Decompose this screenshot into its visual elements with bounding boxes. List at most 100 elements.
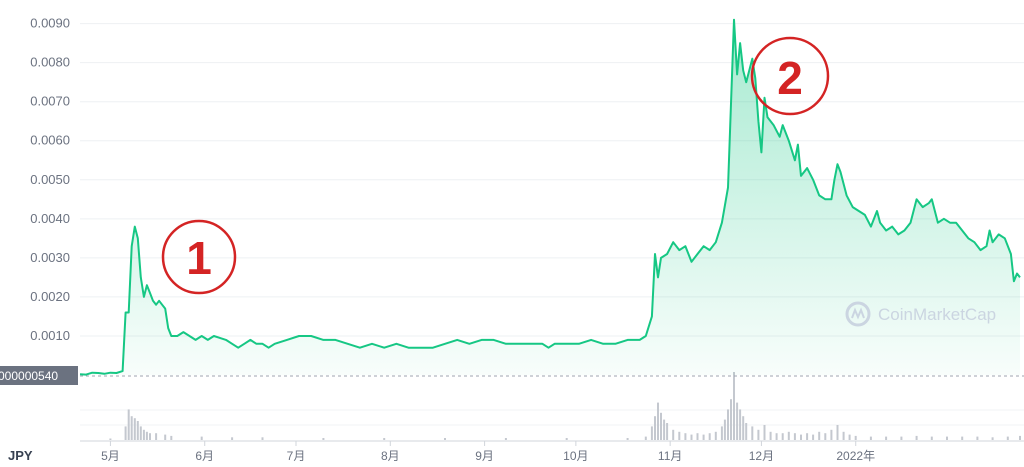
volume-bar <box>565 438 568 440</box>
volume-bar <box>155 433 158 440</box>
y-tick-label: 0.0060 <box>30 133 70 148</box>
volume-bar <box>130 416 133 440</box>
volume-bar <box>383 438 386 440</box>
price-line <box>79 18 1021 376</box>
volume-bar <box>714 431 717 440</box>
volume-bar <box>666 423 669 440</box>
volume-bar <box>1019 435 1021 440</box>
volume-bar <box>149 433 151 440</box>
current-price-badge: 000000540 <box>0 366 78 385</box>
volume-bar <box>757 429 760 440</box>
volume-bar <box>109 438 112 440</box>
volume-bar <box>769 431 772 440</box>
y-tick-label: 0.0070 <box>30 94 70 109</box>
gridlines <box>80 23 1024 337</box>
volume-bar <box>200 436 203 440</box>
volume-bar <box>124 426 127 440</box>
volume-bar <box>869 436 872 440</box>
annotation-2: 2 <box>750 36 830 116</box>
x-tick-label: 12月 <box>749 449 774 463</box>
volume-bar <box>696 433 699 440</box>
volume-bar <box>775 433 778 440</box>
volume-bar <box>127 409 130 440</box>
volume-bar <box>900 436 903 440</box>
volume-bar <box>720 426 723 440</box>
volume-bar <box>824 433 827 440</box>
y-tick-label: 0.0010 <box>30 328 70 343</box>
volume-bar <box>806 433 809 440</box>
volume-bar <box>830 429 833 440</box>
volume-bar <box>976 436 979 440</box>
volume-bar <box>730 399 732 440</box>
x-axis: 5月 6月 7月 8月 9月 10月 11月 12月 2022年 <box>80 440 1024 463</box>
volume-bar <box>136 421 139 440</box>
volume-bar <box>678 431 681 440</box>
x-tick-label: 6月 <box>195 449 214 463</box>
watermark: CoinMarketCap <box>845 301 996 327</box>
volume-bar <box>504 438 507 440</box>
volume-bar <box>836 425 839 440</box>
volume-bar <box>626 438 629 440</box>
volume-bar <box>164 434 167 440</box>
volume-bar <box>690 434 693 440</box>
volume-bar <box>654 416 656 440</box>
y-tick-label: 0.0020 <box>30 289 70 304</box>
volume-bar <box>142 429 145 440</box>
volume-bar <box>723 419 726 440</box>
x-tick-label: 7月 <box>287 449 306 463</box>
volume-bar <box>793 433 796 440</box>
volume-bar <box>885 436 888 440</box>
y-tick-label: 0.0030 <box>30 250 70 265</box>
volume-bar <box>751 426 754 440</box>
x-tick-label: 5月 <box>101 449 120 463</box>
currency-label: JPY <box>8 448 33 463</box>
annotation-1: 1 <box>161 219 237 295</box>
volume-bar <box>139 426 142 440</box>
x-tick-label: 2022年 <box>836 449 875 463</box>
volume-bar <box>322 438 325 440</box>
volume-bar <box>961 436 964 440</box>
volume-bar <box>739 409 742 440</box>
volume-bar <box>702 434 705 440</box>
volume-bar <box>684 433 687 440</box>
volume-bars <box>80 372 1024 440</box>
coinmarketcap-logo-icon <box>845 301 871 327</box>
y-tick-label: 0.0090 <box>30 16 70 31</box>
volume-bar <box>708 433 711 440</box>
volume-bar <box>1006 436 1009 440</box>
volume-bar <box>231 437 234 440</box>
volume-bar <box>145 431 148 440</box>
volume-bar <box>261 437 264 440</box>
volume-bar <box>444 438 446 440</box>
annotation-1-label: 1 <box>186 232 212 284</box>
volume-bar <box>650 426 653 440</box>
volume-bar <box>781 433 784 440</box>
volume-bar <box>763 425 766 440</box>
y-tick-label: 0.0080 <box>30 55 70 70</box>
volume-bar <box>644 436 647 440</box>
volume-bar <box>946 436 948 440</box>
x-tick-label: 10月 <box>563 449 588 463</box>
volume-bar <box>742 416 745 440</box>
volume-bar <box>745 423 748 440</box>
volume-bar <box>657 402 659 440</box>
volume-bar <box>170 435 173 440</box>
volume-bar <box>733 372 735 440</box>
volume-bar <box>812 434 815 440</box>
volume-bar <box>915 435 918 440</box>
volume-bar <box>854 435 857 440</box>
volume-bar <box>663 419 666 440</box>
x-tick-label: 8月 <box>381 449 400 463</box>
y-tick-label: 0.0050 <box>30 172 70 187</box>
volume-bar <box>842 431 845 440</box>
volume-bar <box>787 431 790 440</box>
volume-bar <box>848 434 851 440</box>
x-tick-label: 11月 <box>658 449 682 463</box>
volume-bar <box>930 436 933 440</box>
volume-bar <box>736 402 739 440</box>
watermark-text: CoinMarketCap <box>878 305 996 324</box>
volume-bar <box>991 437 994 440</box>
volume-bar <box>727 409 729 440</box>
volume-bar <box>800 434 802 440</box>
